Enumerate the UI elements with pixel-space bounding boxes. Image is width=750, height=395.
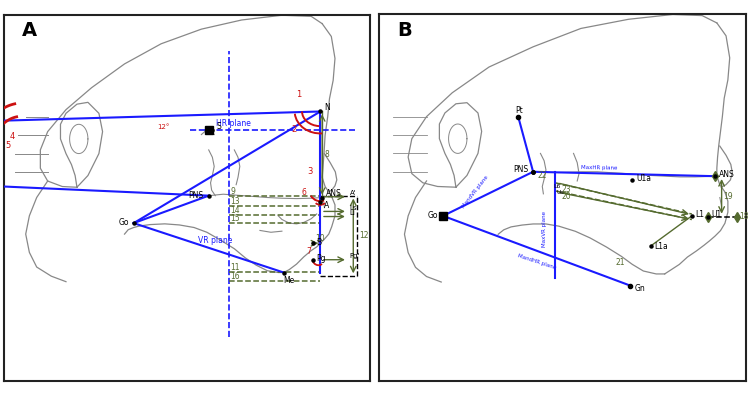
Text: 19: 19: [723, 192, 733, 201]
Text: ANS: ANS: [719, 170, 735, 179]
Text: U1: U1: [711, 210, 722, 219]
Text: L1a: L1a: [654, 241, 668, 250]
Text: 2: 2: [291, 124, 296, 134]
Text: 21: 21: [616, 258, 626, 267]
Text: MaxVR plane: MaxVR plane: [542, 211, 548, 247]
Text: 11: 11: [231, 263, 240, 272]
Text: 23: 23: [562, 185, 572, 194]
Text: Us: Us: [557, 190, 565, 195]
Text: 15: 15: [231, 214, 240, 223]
Text: 6: 6: [302, 188, 306, 197]
Text: Go: Go: [427, 211, 438, 220]
Text: Pg': Pg': [350, 253, 360, 259]
Text: L6: L6: [554, 184, 561, 189]
Text: 10: 10: [315, 234, 325, 243]
Text: MandHR plane: MandHR plane: [517, 253, 556, 271]
Text: 4: 4: [9, 132, 14, 141]
Text: Go: Go: [118, 218, 129, 227]
Text: ANS: ANS: [326, 189, 341, 198]
Text: Gn: Gn: [634, 284, 645, 293]
Text: 3: 3: [308, 167, 313, 176]
Text: 7: 7: [307, 247, 311, 256]
Text: 14: 14: [231, 206, 240, 215]
Text: S: S: [216, 122, 220, 131]
Text: MaxHR plane: MaxHR plane: [581, 165, 618, 171]
Text: A: A: [22, 21, 38, 40]
Text: 18: 18: [739, 212, 748, 221]
Text: HR plane: HR plane: [216, 119, 251, 128]
Text: VR plane: VR plane: [198, 236, 232, 245]
Text: 5: 5: [5, 141, 10, 150]
Text: U1a: U1a: [636, 173, 651, 182]
Text: 1: 1: [296, 90, 302, 99]
Text: Pt: Pt: [515, 106, 523, 115]
Text: Ls: Ls: [350, 205, 357, 211]
Text: Li: Li: [350, 210, 355, 216]
Text: 16: 16: [231, 272, 240, 281]
Text: B: B: [398, 21, 412, 40]
Text: Me: Me: [284, 276, 295, 285]
Text: B: B: [316, 238, 322, 247]
Text: 12°: 12°: [158, 124, 170, 130]
Text: 13: 13: [231, 197, 240, 206]
Text: 20: 20: [562, 192, 572, 201]
Text: A: A: [324, 201, 329, 210]
Text: A': A': [350, 190, 356, 196]
Text: 8: 8: [325, 150, 329, 159]
Text: PNS: PNS: [513, 166, 528, 175]
Text: L1: L1: [695, 209, 704, 218]
Text: 22: 22: [538, 171, 547, 181]
Text: 12: 12: [358, 231, 368, 241]
Text: MandVR plane: MandVR plane: [461, 175, 490, 209]
Text: PNS: PNS: [188, 191, 204, 200]
Text: Pg: Pg: [316, 254, 326, 263]
Text: 9: 9: [231, 187, 236, 196]
Text: N: N: [324, 103, 330, 112]
